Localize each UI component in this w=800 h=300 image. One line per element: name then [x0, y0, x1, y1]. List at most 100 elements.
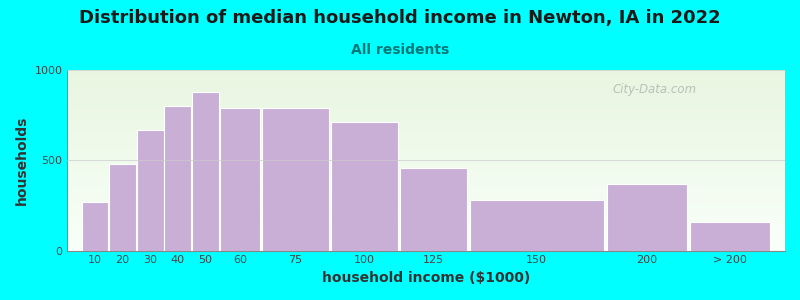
Bar — [67, 167, 785, 169]
Bar — [330, 122, 398, 250]
Bar — [67, 229, 785, 231]
Text: City-Data.com: City-Data.com — [613, 82, 697, 96]
Bar — [67, 77, 785, 79]
Bar — [67, 155, 785, 157]
Bar — [67, 97, 785, 99]
Bar — [67, 213, 785, 214]
Bar — [67, 184, 785, 186]
Bar — [67, 86, 785, 88]
Bar — [67, 186, 785, 188]
Bar — [67, 227, 785, 229]
Bar — [67, 94, 785, 95]
Text: All residents: All residents — [351, 44, 449, 58]
Bar — [67, 151, 785, 153]
Bar — [67, 79, 785, 81]
Bar — [67, 84, 785, 86]
Bar — [67, 74, 785, 75]
Bar — [67, 180, 785, 182]
Bar — [67, 137, 785, 139]
Bar — [67, 222, 785, 224]
Bar — [67, 148, 785, 149]
Bar — [67, 146, 785, 148]
Bar — [67, 99, 785, 101]
Bar — [67, 216, 785, 218]
Bar — [67, 193, 785, 195]
Bar — [67, 225, 785, 227]
Bar — [400, 167, 466, 250]
Bar — [67, 128, 785, 130]
X-axis label: household income ($1000): household income ($1000) — [322, 271, 530, 285]
Bar — [67, 200, 785, 202]
Bar — [67, 140, 785, 142]
Bar — [67, 133, 785, 135]
Bar — [67, 207, 785, 209]
Bar — [67, 242, 785, 243]
Bar — [67, 122, 785, 124]
Bar — [67, 92, 785, 94]
Bar — [262, 108, 329, 250]
Bar — [67, 196, 785, 198]
Bar — [67, 101, 785, 103]
Bar — [67, 224, 785, 225]
Text: Distribution of median household income in Newton, IA in 2022: Distribution of median household income … — [79, 9, 721, 27]
Bar — [67, 75, 785, 77]
Bar — [67, 191, 785, 193]
Bar — [67, 135, 785, 137]
Bar — [67, 211, 785, 213]
Bar — [67, 142, 785, 144]
Bar — [67, 144, 785, 146]
Bar — [67, 126, 785, 128]
Bar — [67, 195, 785, 197]
Bar — [192, 92, 218, 250]
Bar — [67, 95, 785, 97]
Bar — [67, 164, 785, 166]
Bar — [67, 209, 785, 211]
Bar — [67, 206, 785, 207]
Bar — [67, 121, 785, 122]
Bar — [67, 160, 785, 162]
Bar — [67, 245, 785, 247]
Bar — [67, 243, 785, 245]
Bar — [110, 164, 136, 250]
Bar — [165, 106, 191, 250]
Bar — [67, 112, 785, 113]
Bar — [67, 119, 785, 121]
Bar — [67, 124, 785, 126]
Bar — [220, 108, 260, 250]
Bar — [67, 153, 785, 155]
Bar — [67, 231, 785, 233]
Bar — [67, 108, 785, 110]
Bar — [67, 139, 785, 140]
Bar — [67, 117, 785, 119]
Bar — [67, 247, 785, 249]
Bar — [67, 90, 785, 92]
Bar — [67, 234, 785, 236]
Bar — [67, 188, 785, 189]
Bar — [67, 176, 785, 178]
Bar — [67, 88, 785, 90]
Bar — [67, 169, 785, 171]
Bar — [67, 236, 785, 238]
Bar — [67, 182, 785, 184]
Bar — [607, 184, 687, 250]
Bar — [690, 222, 770, 250]
Bar — [67, 166, 785, 167]
Bar — [67, 81, 785, 82]
Bar — [470, 200, 603, 250]
Bar — [67, 70, 785, 72]
Bar — [67, 131, 785, 133]
Bar — [67, 218, 785, 220]
Bar — [67, 158, 785, 160]
Bar — [67, 82, 785, 84]
Bar — [67, 130, 785, 131]
Bar — [67, 198, 785, 200]
Bar — [67, 232, 785, 234]
Bar — [67, 72, 785, 74]
Bar — [67, 175, 785, 176]
Bar — [67, 220, 785, 222]
Bar — [67, 214, 785, 216]
Bar — [67, 173, 785, 175]
Bar — [67, 113, 785, 115]
Bar — [67, 240, 785, 242]
Bar — [82, 202, 109, 250]
